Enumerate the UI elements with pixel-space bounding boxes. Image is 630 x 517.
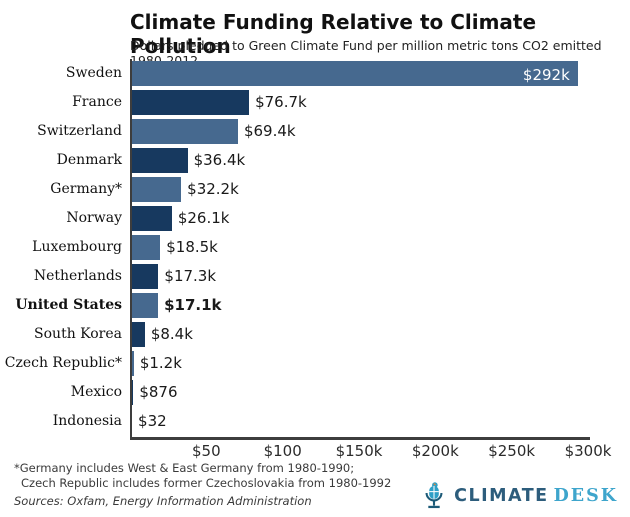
x-axis-ticks: $50 $100 $150k $200k $250k $300k [130,442,611,462]
value-label: $76.7k [255,93,307,111]
value-label: $8.4k [150,325,193,343]
bar [132,322,145,347]
country-label: Czech Republic* [4,355,122,371]
microphone-globe-icon [420,481,448,511]
bar-row: $32.2k [132,175,590,204]
x-tick-label: $250k [488,442,536,460]
value-label: $17.3k [164,267,217,285]
value-label: $18.5k [166,238,218,256]
country-label: France [72,94,122,110]
climate-desk-logo: CLIMATE DESK [420,481,618,511]
bar [132,351,134,376]
bar: $292k [132,61,578,86]
bar-row: $8.4k [132,320,590,349]
bar-row: $17.3k [132,262,590,291]
value-label: $1.2k [139,354,182,372]
bar-row: $18.5k [132,233,590,262]
country-label: Netherlands [33,268,122,284]
bar [132,235,161,260]
plot-area: $292k $76.7k $69.4k $36.4k $32.2k $26.1k $18.5… [130,59,590,440]
chart-title: Climate Funding Relative to Climate Poll… [130,10,537,58]
bar-row: $876 [132,378,590,407]
country-label: South Korea [34,326,122,342]
bar-row: $26.1k [132,204,590,233]
footnote-line-1: *Germany includes West & East Germany fr… [14,461,355,475]
logo-text-desk: DESK [553,486,618,506]
bar-row: $69.4k [132,117,590,146]
country-label: Germany* [50,181,122,197]
bar-row: $1.2k [132,349,590,378]
bar [132,206,172,231]
bar-row: $17.1k [132,291,590,320]
labels-column: Sweden France Switzerland Denmark Germany* No… [0,59,122,436]
bar [132,293,159,318]
country-label: Luxembourg [32,239,122,255]
footnote-line-2: Czech Republic includes former Czechoslo… [21,475,392,490]
bar [132,264,159,289]
value-label: $36.4k [193,151,246,169]
country-label: United States [15,297,122,313]
country-label: Norway [66,210,122,226]
bar [132,90,250,115]
bar [132,177,182,202]
value-label: $292k [522,66,570,84]
bar [132,119,238,144]
logo-text-climate: CLIMATE [454,486,549,506]
value-label: $17.1k [164,296,222,314]
sources-note: Sources: Oxfam, Energy Information Admin… [14,494,312,508]
x-tick-label: $50 [192,442,221,460]
bar-row: $76.7k [132,88,590,117]
value-label: $26.1k [177,209,230,227]
bar-row: $292k [132,59,590,88]
x-tick-label: $150k [335,442,383,460]
country-label: Denmark [56,152,122,168]
x-tick-label: $300k [564,442,612,460]
value-label: $69.4k [243,122,296,140]
x-tick-label: $100 [263,442,302,460]
value-label: $32.2k [187,180,239,198]
bar [132,148,188,173]
country-label: Indonesia [52,413,122,429]
logo-wordmark: CLIMATE DESK [454,486,618,506]
value-label: $876 [139,383,178,401]
footnote: *Germany includes West & East Germany fr… [14,461,434,490]
x-tick-label: $200k [411,442,459,460]
bar [132,380,134,405]
value-label: $32 [138,412,167,430]
country-label: Mexico [70,384,122,400]
country-label: Switzerland [37,123,122,139]
bar-row: $32 [132,407,590,436]
bar-row: $36.4k [132,146,590,175]
country-label: Sweden [65,65,122,81]
